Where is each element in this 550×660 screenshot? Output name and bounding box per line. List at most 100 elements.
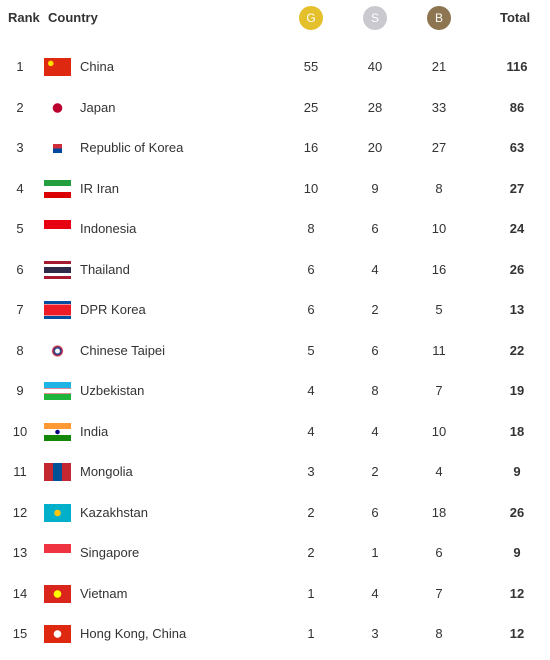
silver-count: 1: [371, 545, 379, 560]
country: Vietnam: [80, 585, 128, 601]
gold-count: 16: [303, 140, 319, 155]
silver-count: 3: [371, 626, 379, 641]
rank: 10: [12, 423, 28, 439]
country: DPR Korea: [80, 302, 146, 317]
bronze-count: 16: [431, 261, 447, 277]
total-count: 9: [513, 545, 521, 560]
flag: [44, 544, 71, 562]
bronze-count: 18: [431, 504, 447, 520]
gold-count: 4: [307, 383, 315, 398]
flag: [44, 463, 71, 481]
bronze-count: 5: [435, 302, 443, 317]
total-count: 24: [509, 221, 525, 236]
gold-count: 25: [303, 99, 319, 115]
gold-count: 6: [307, 302, 315, 317]
rank: 2: [16, 99, 24, 115]
country: Republic of Korea: [80, 140, 184, 155]
silver-count: 6: [371, 504, 379, 520]
rank: 13: [12, 545, 28, 560]
bronze-count: 27: [431, 140, 447, 155]
rank: 12: [12, 504, 28, 520]
silver-count: 2: [371, 302, 379, 317]
total-count: 13: [509, 302, 525, 317]
total-header: Total: [500, 10, 531, 25]
country: Mongolia: [80, 464, 133, 479]
rank: 1: [16, 59, 24, 74]
bronze-count: 8: [435, 626, 443, 641]
silver-count: 9: [371, 180, 379, 196]
rank: 6: [16, 261, 24, 277]
total-count: 9: [513, 464, 521, 479]
rank: 14: [12, 585, 28, 601]
total-count: 26: [509, 504, 525, 520]
gold-count: 2: [307, 504, 315, 520]
flag: [44, 584, 71, 603]
total-count: 63: [509, 140, 525, 155]
silver-count: 28: [367, 99, 383, 115]
gold-count: 6: [307, 261, 315, 277]
silver-count: 4: [371, 423, 379, 439]
silver-count: 4: [371, 585, 379, 601]
total-count: 22: [509, 342, 525, 358]
gold-count: 55: [303, 59, 319, 74]
flag: [44, 503, 71, 522]
silver-count: 8: [371, 383, 379, 398]
total-count: 12: [509, 585, 525, 601]
country: Japan: [80, 99, 116, 115]
country: IR Iran: [80, 180, 120, 196]
rank: 11: [13, 464, 27, 479]
flag: [44, 341, 71, 360]
bronze-count: 21: [431, 59, 447, 74]
flag: [44, 301, 71, 319]
silver-count: 20: [367, 140, 383, 155]
total-count: 19: [509, 383, 525, 398]
country: Hong Kong, China: [80, 626, 187, 641]
silver-count: 4: [371, 261, 379, 277]
bronze-count: 8: [435, 180, 443, 196]
flag: [44, 260, 71, 279]
gold-header: G: [299, 6, 323, 30]
silver-header: S: [363, 6, 387, 30]
country: China: [80, 59, 114, 74]
country: Kazakhstan: [80, 504, 148, 520]
flag: [44, 382, 71, 400]
flag: [44, 98, 71, 117]
bronze-count: 6: [435, 545, 443, 560]
rank: 4: [16, 180, 24, 196]
gold-count: 10: [303, 180, 319, 196]
bronze-count: 11: [432, 342, 446, 358]
country-header: Country: [48, 10, 98, 25]
rank: 8: [16, 342, 24, 358]
flag: [44, 139, 71, 157]
rank-header: Rank: [8, 10, 40, 25]
total-count: 12: [509, 626, 525, 641]
silver-count: 6: [371, 342, 379, 358]
gold-count: 4: [307, 423, 315, 439]
total-count: 86: [509, 99, 525, 115]
bronze-header: B: [427, 6, 451, 30]
rank: 5: [16, 221, 24, 236]
bronze-count: 10: [431, 423, 447, 439]
flag: [44, 625, 71, 643]
gold-count: 3: [307, 464, 315, 479]
gold-count: 5: [307, 342, 315, 358]
gold-count: 2: [307, 545, 315, 560]
country: Uzbekistan: [80, 383, 145, 398]
flag: [44, 179, 71, 198]
gold-count: 8: [307, 221, 315, 236]
silver-count: 6: [371, 221, 379, 236]
country: Singapore: [80, 545, 140, 560]
bronze-count: 33: [431, 99, 447, 115]
bronze-count: 10: [431, 221, 447, 236]
gold-count: 1: [307, 585, 315, 601]
flag: [44, 58, 71, 76]
country: Chinese Taipei: [80, 342, 166, 358]
rank: 9: [16, 383, 24, 398]
rank: 3: [16, 140, 24, 155]
bronze-count: 7: [435, 383, 443, 398]
bronze-count: 7: [435, 585, 443, 601]
total-count: 116: [506, 59, 528, 74]
gold-count: 1: [307, 626, 315, 641]
flag: [44, 220, 71, 238]
